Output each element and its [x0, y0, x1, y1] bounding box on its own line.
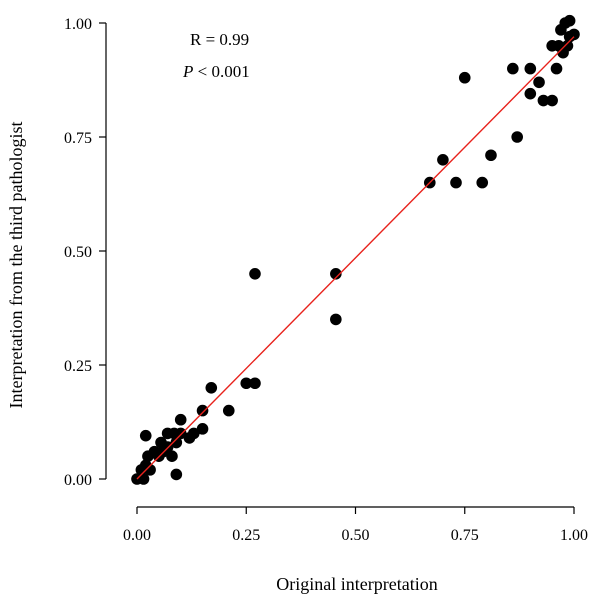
x-tick-label: 0.75 [451, 527, 479, 544]
data-point [524, 62, 537, 75]
x-axis-ticks: 0.00 0.25 0.50 0.75 1.00 [123, 507, 588, 544]
x-axis-title: Original interpretation [276, 574, 437, 594]
x-tick-label: 0.50 [342, 527, 370, 544]
y-tick-label: 0.75 [64, 130, 92, 147]
p-value-annotation: P < 0.001 [182, 62, 250, 81]
y-tick-label: 0.00 [64, 472, 92, 489]
data-point [524, 87, 537, 100]
data-point [222, 404, 235, 417]
y-axis-title: Interpretation from the third pathologis… [6, 122, 26, 409]
data-point [537, 94, 550, 107]
x-tick-label: 0.00 [123, 527, 151, 544]
data-point [205, 382, 218, 394]
y-tick-label: 0.50 [64, 244, 92, 261]
data-point [249, 377, 261, 390]
data-point [485, 149, 497, 162]
data-point [561, 40, 574, 52]
y-axis-ticks: 0.00 0.25 0.50 0.75 1.00 [64, 16, 106, 489]
data-point [437, 154, 449, 166]
regression-line [136, 36, 575, 480]
data-point [450, 176, 462, 189]
data-point [563, 14, 576, 27]
data-point [476, 176, 489, 189]
data-point [174, 427, 187, 440]
y-tick-label: 1.00 [64, 16, 92, 33]
data-point [511, 131, 523, 143]
p-symbol: P [182, 62, 193, 81]
data-point [174, 413, 187, 426]
data-point [166, 450, 178, 463]
data-point [240, 377, 253, 390]
data-point [139, 429, 152, 442]
data-point [550, 62, 563, 75]
data-point [507, 62, 519, 75]
data-point [188, 427, 200, 440]
data-point [458, 71, 471, 84]
x-tick-label: 0.25 [232, 527, 260, 544]
p-value: < 0.001 [193, 62, 249, 81]
data-point [196, 423, 209, 435]
data-point [330, 313, 342, 326]
x-tick-label: 1.00 [560, 527, 588, 544]
data-point [330, 268, 342, 280]
data-point [170, 468, 183, 481]
data-point [546, 94, 558, 107]
data-point [568, 28, 580, 41]
data-point [170, 436, 183, 449]
data-point [249, 268, 261, 280]
data-point [196, 404, 209, 417]
y-tick-label: 0.25 [64, 358, 92, 375]
data-point [144, 464, 156, 476]
data-point [533, 76, 545, 89]
data-points [131, 14, 580, 485]
correlation-annotation: R = 0.99 [190, 30, 249, 49]
